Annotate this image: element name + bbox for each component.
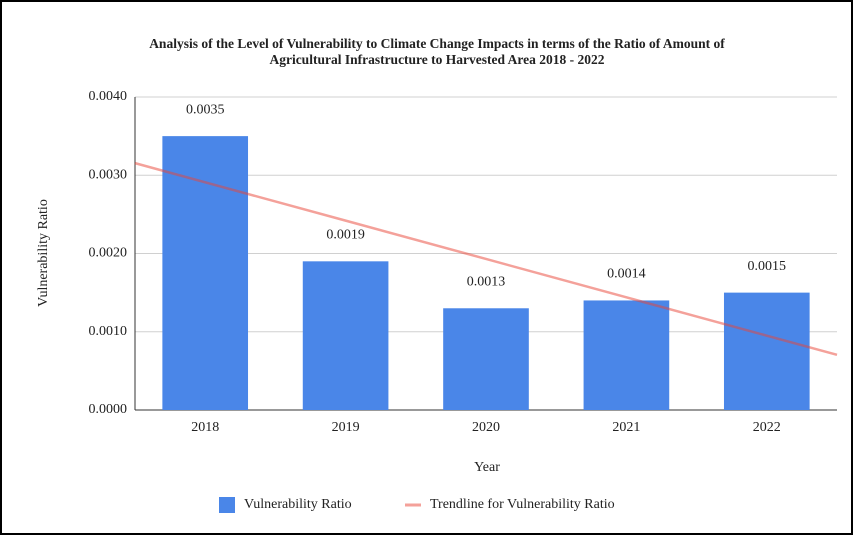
- legend-label: Vulnerability Ratio: [244, 497, 352, 512]
- x-axis-title: Year: [474, 460, 500, 475]
- y-axis-title: Vulnerability Ratio: [36, 199, 51, 307]
- bar: [302, 261, 389, 410]
- y-tick-label: 0.0030: [89, 167, 128, 182]
- bar: [723, 292, 810, 410]
- data-label: 0.0035: [186, 102, 225, 117]
- data-label: 0.0014: [607, 267, 646, 282]
- bar: [583, 300, 670, 410]
- data-label: 0.0019: [326, 228, 365, 243]
- chart-title: Analysis of the Level of Vulnerability t…: [149, 36, 725, 51]
- y-tick-label: 0.0040: [89, 89, 128, 104]
- bar: [162, 136, 249, 410]
- legend-label: Trendline for Vulnerability Ratio: [430, 497, 615, 512]
- trendline: [134, 161, 838, 357]
- x-tick-label: 2022: [753, 420, 781, 435]
- y-tick-label: 0.0000: [89, 402, 128, 417]
- x-tick-label: 2021: [612, 420, 640, 435]
- bar: [443, 308, 529, 410]
- y-tick-label: 0.0020: [89, 246, 128, 261]
- x-tick-label: 2020: [472, 420, 500, 435]
- y-tick-label: 0.0010: [89, 324, 128, 339]
- x-tick-label: 2018: [191, 420, 219, 435]
- data-label: 0.0013: [467, 274, 506, 289]
- x-tick-label: 2019: [332, 420, 360, 435]
- chart-title: Agricultural Infrastructure to Harvested…: [269, 52, 604, 67]
- data-label: 0.0015: [748, 259, 787, 274]
- legend-swatch: [219, 497, 235, 513]
